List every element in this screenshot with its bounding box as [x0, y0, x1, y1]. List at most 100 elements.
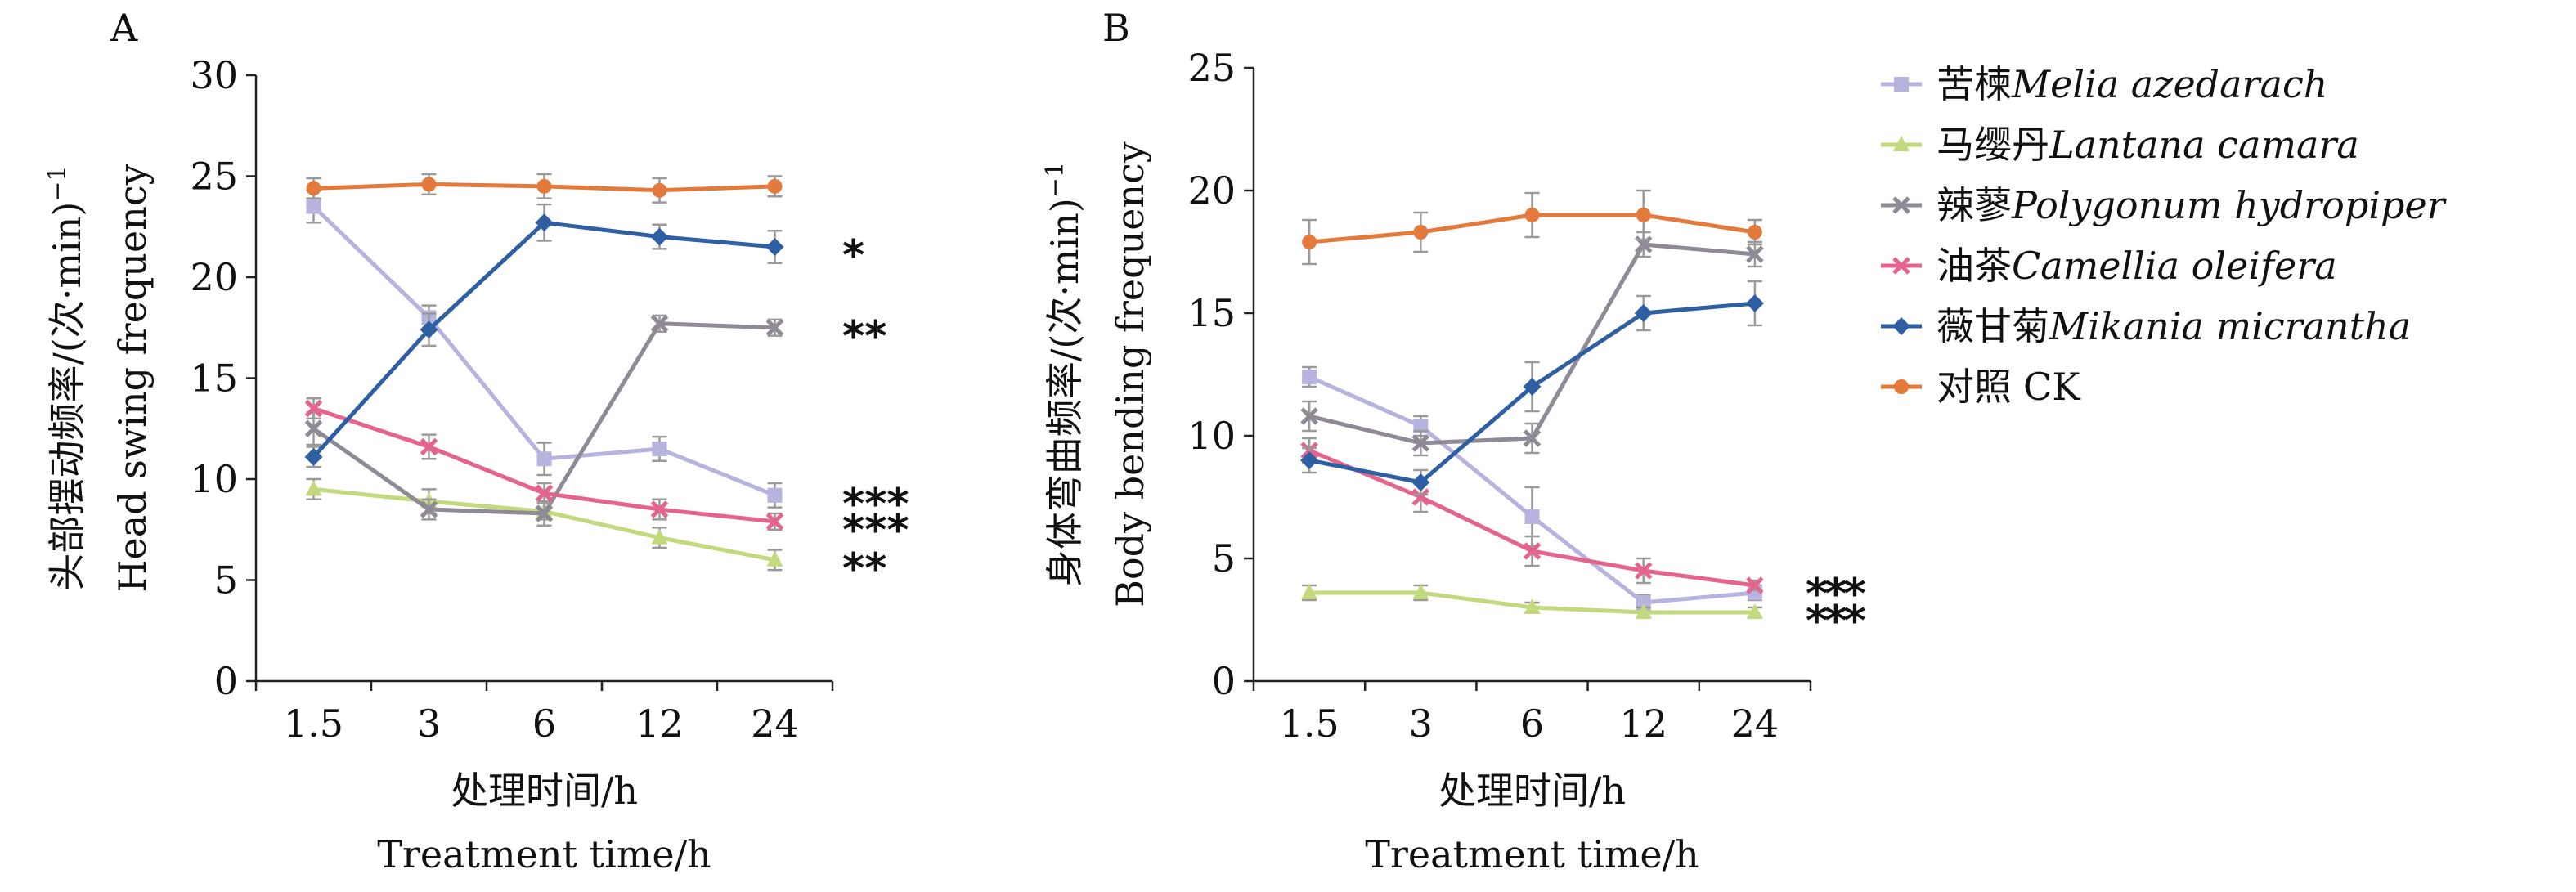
data-point-lantana	[766, 550, 783, 567]
data-point-camellia	[1523, 542, 1542, 560]
series-polygonum	[304, 314, 784, 527]
significance-mark: ***	[1806, 597, 1865, 646]
y-tick-label: 25	[1187, 46, 1236, 90]
panel-letter: B	[1102, 6, 1130, 50]
legend-label-melia: 苦楝Melia azedarach	[1936, 62, 2327, 106]
data-point-lantana	[1635, 603, 1652, 619]
y-tick-label: 20	[190, 255, 238, 299]
legend-label-zh: 马缨丹	[1936, 123, 2049, 167]
data-point-lantana	[651, 528, 668, 545]
data-point-polygonum	[650, 315, 669, 333]
data-point-melia	[306, 199, 321, 214]
data-point-ck	[767, 178, 783, 194]
legend-marker-lantana	[1893, 136, 1910, 151]
data-point-mikania	[1300, 451, 1319, 469]
legend-label-en: Camellia oleifera	[2012, 244, 2337, 288]
y-tick-label: 30	[190, 53, 238, 97]
significance-mark: *	[842, 231, 864, 280]
y-tick-label: 0	[214, 659, 238, 703]
x-tick-label: 24	[1731, 701, 1779, 746]
x-axis-label-zh: 处理时间/h	[451, 769, 638, 813]
significance-mark: **	[842, 545, 886, 594]
data-point-camellia	[1634, 562, 1653, 580]
data-point-mikania	[1745, 294, 1764, 312]
data-point-ck	[1413, 225, 1429, 240]
data-point-melia	[1636, 595, 1651, 610]
data-point-ck	[536, 178, 552, 194]
series-ck	[306, 173, 783, 204]
data-point-camellia	[650, 500, 669, 518]
panel-b: B 0 5 10 15 20 25 1.5 3 6 12 24 处理时间/h Treatment time…	[1041, 6, 1869, 876]
y-axis-label-zh: 头部摆动频率/(次·min)−1	[43, 165, 89, 590]
x-axis-label-zh: 处理时间/h	[1438, 769, 1626, 813]
y-tick-label: 10	[190, 457, 238, 501]
x-tick-label: 6	[1520, 701, 1544, 746]
data-point-lantana	[1746, 603, 1763, 619]
data-point-lantana	[1412, 584, 1429, 599]
data-point-polygonum	[1523, 429, 1542, 447]
y-axis-label-zh-main: 身体弯曲频率/(次·min)	[1043, 198, 1087, 587]
significance-mark: ***	[1806, 570, 1865, 619]
data-point-ck	[1524, 208, 1540, 222]
significance-mark: ***	[842, 480, 909, 529]
data-point-mikania	[535, 213, 554, 232]
data-point-ck	[1636, 208, 1651, 222]
y-tick-label: 15	[1187, 291, 1236, 335]
y-axis-label-en: Body bending frequency	[1108, 141, 1152, 607]
x-tick-label: 24	[751, 701, 799, 746]
data-point-melia	[652, 441, 667, 456]
y-tick-label: 25	[190, 155, 238, 199]
legend-label-zh: 对照	[1936, 365, 2012, 409]
data-point-polygonum	[765, 318, 784, 337]
legend-label-en: Polygonum hydropiper	[2011, 183, 2448, 227]
legend-label-mikania: 薇甘菊Mikania micrantha	[1936, 304, 2411, 348]
legend-label-zh: 薇甘菊	[1936, 304, 2049, 348]
panel-letter: A	[110, 6, 138, 50]
data-point-camellia	[1411, 488, 1430, 506]
y-axis-label-zh: 身体弯曲频率/(次·min)−1	[1041, 162, 1087, 587]
data-point-polygonum	[1300, 407, 1318, 425]
series-polygonum	[1300, 231, 1764, 457]
x-tick-label: 6	[532, 701, 556, 746]
legend-label-zh: 辣蓼	[1936, 183, 2012, 227]
data-point-melia	[536, 451, 552, 467]
y-tick-label: 20	[1187, 168, 1236, 213]
legend-marker-polygonum	[1892, 196, 1910, 214]
data-point-camellia	[535, 484, 554, 503]
significance-mark: ***	[842, 506, 909, 555]
legend-label-en: Melia azedarach	[2011, 62, 2327, 106]
y-tick-label: 15	[190, 356, 238, 401]
legend-marker-ck	[1894, 379, 1909, 394]
data-point-polygonum	[535, 504, 554, 522]
legend-label-camellia: 油茶Camellia oleifera	[1936, 244, 2337, 288]
series-lantana	[1301, 584, 1763, 619]
legend-label-zh: 油茶	[1936, 244, 2012, 288]
data-point-mikania	[304, 447, 323, 466]
y-axis-label-unit-exponent: −1	[43, 165, 72, 201]
panel-a: A 0 5 10 15 20 25 30 1.5 3 6 12 24 处理时间/h Treatment ti…	[43, 6, 909, 876]
y-tick-label: 10	[1187, 414, 1236, 458]
x-tick-label: 12	[1619, 701, 1667, 746]
series-line-mikania	[312, 220, 775, 459]
legend-marker-mikania	[1892, 317, 1910, 335]
legend-label-lantana: 马缨丹Lantana camara	[1936, 123, 2359, 167]
data-point-ck	[652, 182, 667, 198]
data-point-mikania	[650, 227, 669, 246]
data-point-ck	[1302, 235, 1317, 249]
data-point-mikania	[1411, 473, 1430, 491]
significance-mark: **	[842, 312, 886, 361]
x-axis-label-en: Treatment time/h	[1365, 832, 1699, 876]
series-ck	[1302, 189, 1762, 266]
data-point-mikania	[765, 237, 784, 256]
data-point-camellia	[304, 399, 323, 418]
x-tick-label: 1.5	[1280, 701, 1340, 746]
data-point-camellia	[1746, 576, 1764, 594]
data-point-polygonum	[1746, 245, 1764, 263]
data-point-mikania	[420, 320, 438, 339]
x-tick-label: 12	[635, 701, 684, 746]
y-tick-label: 5	[1212, 536, 1236, 580]
series-line-polygonum	[1308, 242, 1756, 446]
legend-label-ck: 对照 CK	[1936, 365, 2081, 409]
data-point-mikania	[1634, 304, 1653, 322]
x-axis-label-en: Treatment time/h	[377, 832, 711, 876]
